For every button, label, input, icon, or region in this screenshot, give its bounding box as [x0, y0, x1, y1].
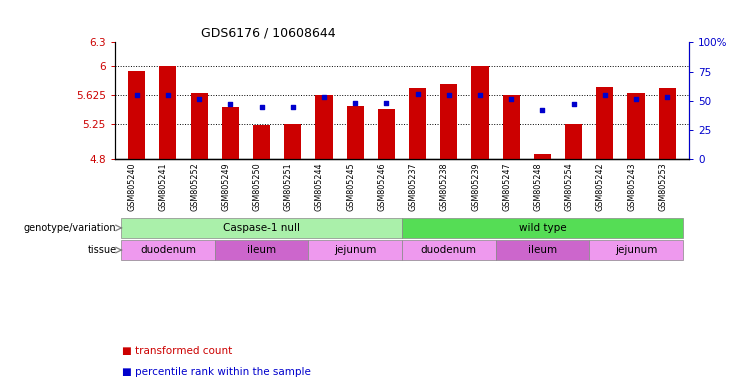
- Text: GSM805249: GSM805249: [222, 162, 230, 211]
- Text: GSM805252: GSM805252: [190, 162, 199, 211]
- Text: ■ percentile rank within the sample: ■ percentile rank within the sample: [122, 367, 311, 377]
- Bar: [659, 88, 676, 159]
- Bar: [121, 240, 215, 260]
- Text: GSM805251: GSM805251: [284, 162, 293, 211]
- Bar: [190, 93, 207, 159]
- Text: GSM805246: GSM805246: [377, 162, 386, 211]
- Text: genotype/variation: genotype/variation: [24, 223, 116, 233]
- Bar: [440, 84, 457, 159]
- Point: [162, 92, 174, 98]
- Point: [225, 101, 236, 108]
- Point: [599, 92, 611, 98]
- Text: duodenum: duodenum: [140, 245, 196, 255]
- Text: Caspase-1 null: Caspase-1 null: [223, 223, 300, 233]
- Text: GSM805253: GSM805253: [658, 162, 668, 211]
- Text: GSM805240: GSM805240: [127, 162, 136, 211]
- Text: ileum: ileum: [247, 245, 276, 255]
- Bar: [215, 240, 308, 260]
- Bar: [402, 240, 496, 260]
- Point: [193, 96, 205, 102]
- Text: GSM805245: GSM805245: [346, 162, 355, 211]
- Point: [505, 96, 517, 102]
- Text: ileum: ileum: [528, 245, 557, 255]
- Point: [349, 100, 361, 106]
- Text: jejunum: jejunum: [615, 245, 657, 255]
- Bar: [502, 94, 520, 159]
- Text: GSM805241: GSM805241: [159, 162, 168, 211]
- Bar: [597, 87, 614, 159]
- Point: [287, 104, 299, 110]
- Text: GSM805250: GSM805250: [253, 162, 262, 211]
- Point: [662, 94, 674, 101]
- Bar: [316, 94, 333, 159]
- Bar: [253, 125, 270, 159]
- Bar: [121, 218, 402, 238]
- Point: [130, 92, 142, 98]
- Text: GSM805243: GSM805243: [627, 162, 636, 211]
- Text: duodenum: duodenum: [421, 245, 476, 255]
- Bar: [402, 218, 683, 238]
- Bar: [378, 109, 395, 159]
- Text: tissue: tissue: [87, 245, 116, 255]
- Point: [536, 107, 548, 113]
- Text: GSM805237: GSM805237: [408, 162, 418, 211]
- Bar: [471, 66, 488, 159]
- Text: wild type: wild type: [519, 223, 566, 233]
- Bar: [565, 124, 582, 159]
- Bar: [284, 124, 302, 159]
- Text: GSM805254: GSM805254: [565, 162, 574, 211]
- Bar: [496, 240, 589, 260]
- Text: GSM805239: GSM805239: [471, 162, 480, 211]
- Point: [474, 92, 486, 98]
- Text: GSM805238: GSM805238: [440, 162, 449, 211]
- Point: [443, 92, 455, 98]
- Point: [380, 100, 392, 106]
- Bar: [628, 93, 645, 159]
- Bar: [128, 71, 145, 159]
- Point: [256, 104, 268, 110]
- Point: [568, 101, 579, 108]
- Text: jejunum: jejunum: [334, 245, 376, 255]
- Point: [412, 91, 424, 97]
- Bar: [589, 240, 683, 260]
- Bar: [409, 88, 426, 159]
- Text: ■ transformed count: ■ transformed count: [122, 346, 233, 356]
- Point: [318, 94, 330, 101]
- Text: GDS6176 / 10608644: GDS6176 / 10608644: [201, 26, 336, 40]
- Bar: [308, 240, 402, 260]
- Bar: [347, 106, 364, 159]
- Text: GSM805248: GSM805248: [534, 162, 542, 211]
- Bar: [534, 154, 551, 159]
- Point: [630, 96, 642, 102]
- Bar: [159, 66, 176, 159]
- Text: GSM805247: GSM805247: [502, 162, 511, 211]
- Text: GSM805242: GSM805242: [596, 162, 605, 211]
- Bar: [222, 107, 239, 159]
- Text: GSM805244: GSM805244: [315, 162, 324, 211]
